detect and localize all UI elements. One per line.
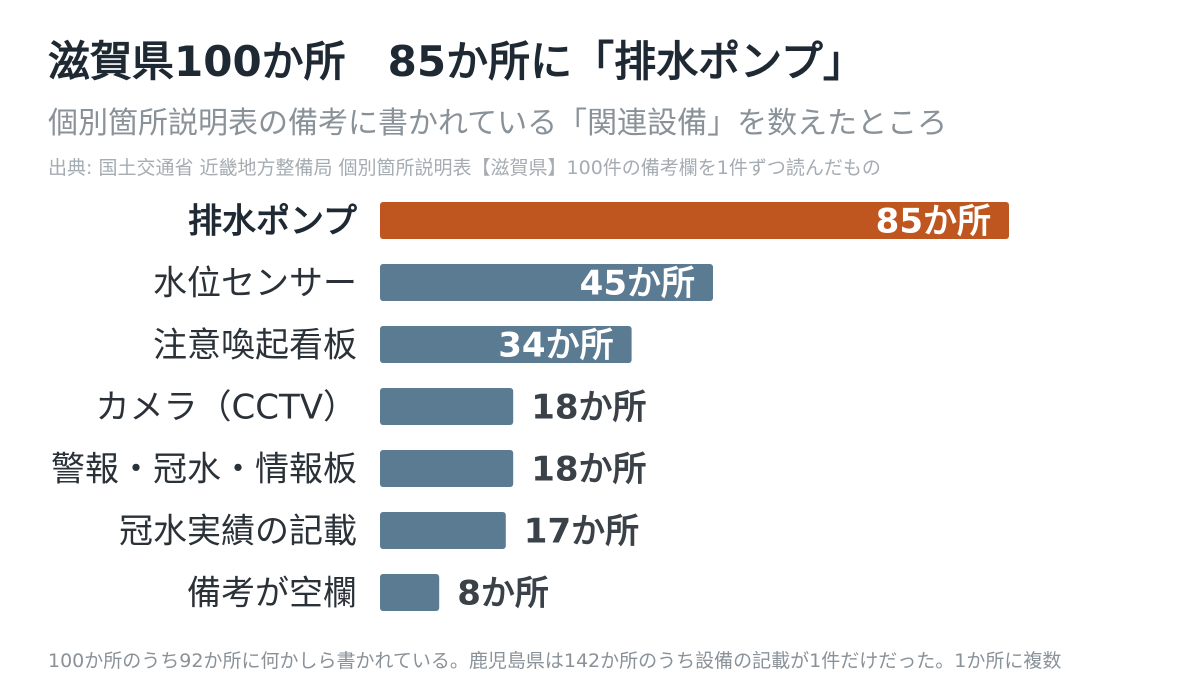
- category-label: 水位センサー: [153, 264, 357, 304]
- chart-subtitle: 個別箇所説明表の備考に書かれている「関連設備」を数えたところ: [48, 106, 948, 141]
- bar: [380, 388, 514, 425]
- category-label: 冠水実績の記載: [119, 512, 357, 552]
- bar: [380, 202, 1009, 239]
- category-label: 排水ポンプ: [188, 202, 357, 242]
- value-label: 18か所: [531, 450, 646, 490]
- bar: [380, 574, 440, 611]
- value-label: 18か所: [531, 388, 646, 428]
- bar: [380, 450, 514, 487]
- category-label: 警報・冠水・情報板: [51, 450, 357, 490]
- bar: [380, 326, 632, 363]
- category-label: 備考が空欄: [187, 574, 357, 614]
- value-label: 17か所: [524, 512, 639, 552]
- category-label: 注意喚起看板: [153, 326, 357, 366]
- category-label: カメラ（CCTV）: [95, 388, 357, 428]
- footnote: 100か所のうち92か所に何かしら書かれている。鹿児島県は142か所のうち設備の…: [48, 650, 1062, 672]
- value-label: 34か所: [498, 326, 613, 366]
- source-note: 出典: 国土交通省 近畿地方整備局 個別箇所説明表【滋賀県】100件の備考欄を1…: [48, 157, 881, 179]
- value-label: 45か所: [580, 264, 695, 304]
- value-label: 8か所: [457, 574, 549, 614]
- bar: [380, 512, 506, 549]
- value-label: 85か所: [876, 202, 991, 242]
- chart-title: 滋賀県100か所 85か所に「排水ポンプ」: [48, 37, 865, 86]
- bar: [380, 264, 713, 301]
